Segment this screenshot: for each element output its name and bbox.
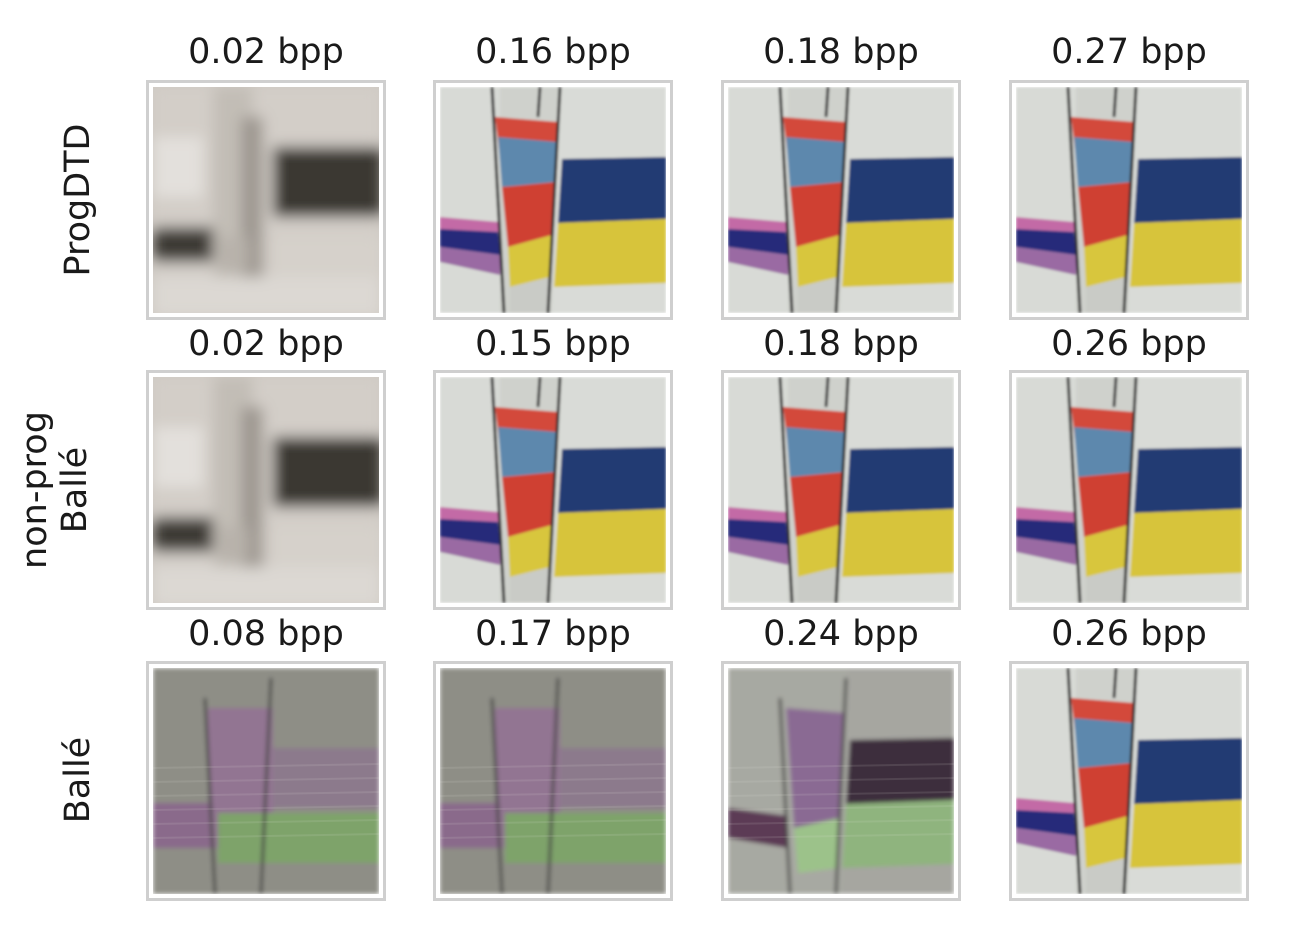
tile-title: 0.08 bpp (188, 614, 344, 654)
tile-image-content (440, 377, 666, 603)
tile-title: 0.02 bpp (188, 324, 344, 364)
tile-title: 0.02 bpp (188, 32, 344, 72)
tile-image-content (1016, 377, 1242, 603)
reconstruction-image (433, 80, 673, 320)
row-label-nonprog-balle: non-prog Ballé (15, 411, 95, 569)
reconstruction-image (1009, 661, 1249, 901)
tile-title: 0.24 bpp (763, 614, 919, 654)
reconstruction-image (146, 80, 386, 320)
tile-title: 0.18 bpp (763, 324, 919, 364)
tile-title: 0.18 bpp (763, 32, 919, 72)
tile-image-content (728, 377, 954, 603)
tile-title: 0.27 bpp (1051, 32, 1207, 72)
reconstruction-image (1009, 80, 1249, 320)
tile-image-content (440, 87, 666, 313)
tile-image-content (1016, 668, 1242, 894)
reconstruction-image (146, 370, 386, 610)
tile-image-content (153, 87, 379, 313)
row-label-progdtd: ProgDTD (58, 123, 98, 277)
tile-image-content (153, 668, 379, 894)
reconstruction-image (1009, 370, 1249, 610)
reconstruction-image (146, 661, 386, 901)
reconstruction-image (433, 661, 673, 901)
reconstruction-image (721, 80, 961, 320)
row-label-balle: Ballé (58, 736, 98, 824)
tile-image-content (440, 668, 666, 894)
reconstruction-image (721, 661, 961, 901)
reconstruction-image (721, 370, 961, 610)
tile-title: 0.15 bpp (475, 324, 631, 364)
tile-image-content (728, 87, 954, 313)
tile-title: 0.16 bpp (475, 32, 631, 72)
tile-image-content (728, 668, 954, 894)
tile-title: 0.17 bpp (475, 614, 631, 654)
tile-image-content (153, 377, 379, 603)
tile-title: 0.26 bpp (1051, 614, 1207, 654)
tile-title: 0.26 bpp (1051, 324, 1207, 364)
tile-image-content (1016, 87, 1242, 313)
reconstruction-image (433, 370, 673, 610)
